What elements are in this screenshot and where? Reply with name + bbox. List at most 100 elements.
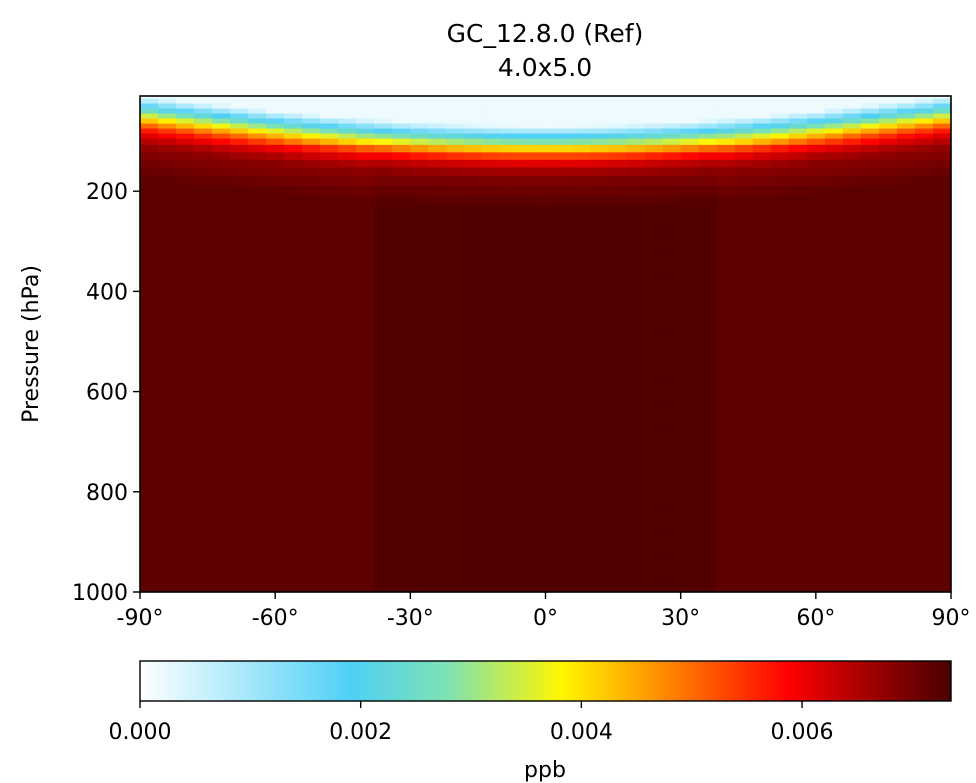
heatmap-cell [356, 167, 375, 177]
heatmap-cell [374, 176, 393, 187]
heatmap-cell [140, 176, 159, 187]
heatmap-cell [266, 98, 285, 105]
heatmap-cell [248, 379, 267, 405]
heatmap-cell [752, 354, 772, 380]
heatmap-cell [536, 278, 556, 305]
heatmap-cell [446, 186, 465, 197]
heatmap-cell [320, 429, 339, 455]
heatmap-cell [482, 236, 502, 255]
heatmap-cell [806, 159, 826, 168]
heatmap-cell [356, 152, 375, 161]
heatmap-cell [770, 429, 790, 455]
heatmap-cell [806, 303, 826, 330]
heatmap-cell [536, 479, 556, 505]
heatmap-cell [626, 216, 646, 227]
heatmap-cell [392, 186, 411, 197]
heatmap-cell [176, 167, 195, 177]
heatmap-cell [230, 328, 249, 355]
heatmap-cell [284, 404, 303, 430]
y-axis-label: Pressure (hPa) [19, 265, 44, 423]
heatmap-cell [536, 128, 556, 135]
heatmap-cell [554, 379, 574, 405]
heatmap-cell [734, 103, 754, 110]
heatmap-cell [212, 176, 231, 187]
heatmap-cell [734, 579, 754, 592]
heatmap-cell [734, 354, 754, 380]
heatmap-cell [824, 152, 844, 161]
heatmap-cell [266, 554, 285, 581]
heatmap-cell [374, 579, 393, 592]
heatmap-cell [536, 529, 556, 556]
heatmap-cell [140, 554, 159, 581]
heatmap-cell [932, 138, 951, 146]
heatmap-cell [932, 113, 951, 120]
heatmap-cell [806, 98, 826, 105]
heatmap-cell [572, 554, 592, 581]
heatmap-cell [446, 236, 465, 255]
heatmap-cell [194, 404, 213, 430]
heatmap-cell [284, 144, 303, 153]
heatmap-cell [716, 253, 736, 280]
heatmap-cell [158, 216, 177, 227]
heatmap-cell [338, 504, 357, 530]
heatmap-cell [284, 236, 303, 255]
heatmap-cell [446, 108, 465, 115]
heatmap-cell [932, 152, 951, 161]
heatmap-cell [482, 176, 502, 187]
heatmap-cell [716, 206, 736, 217]
heatmap-cell [752, 186, 772, 197]
heatmap-cell [446, 96, 465, 100]
heatmap-cell [824, 479, 844, 505]
heatmap-cell [392, 138, 411, 146]
heatmap-cell [590, 108, 610, 115]
heatmap-cell [644, 98, 664, 105]
heatmap-cell [698, 103, 718, 110]
heatmap-cell [284, 176, 303, 187]
heatmap-cell [680, 206, 700, 217]
heatmap-cell [662, 103, 682, 110]
heatmap-cell [842, 529, 862, 556]
heatmap-cell [644, 152, 664, 161]
heatmap-cell [932, 236, 951, 255]
heatmap-cell [896, 96, 916, 100]
heatmap-cell [914, 504, 934, 530]
heatmap-cell [410, 328, 429, 355]
heatmap-cell [464, 554, 484, 581]
heatmap-cell [608, 579, 628, 592]
heatmap-cell [860, 123, 880, 130]
heatmap-cell [374, 429, 393, 455]
heatmap-cell [932, 529, 951, 556]
heatmap-cell [608, 159, 628, 168]
heatmap-cell [752, 379, 772, 405]
heatmap-cell [518, 454, 538, 480]
heatmap-cell [860, 118, 880, 125]
heatmap-cell [788, 128, 808, 135]
heatmap-cell [896, 128, 916, 135]
heatmap-cell [320, 113, 339, 120]
heatmap-cell [572, 118, 592, 125]
heatmap-cell [824, 206, 844, 217]
heatmap-cell [302, 354, 321, 380]
heatmap-cell [500, 159, 520, 168]
heatmap-cell [932, 144, 951, 153]
heatmap-cell [716, 186, 736, 197]
heatmap-cell [590, 529, 610, 556]
heatmap-cell [212, 404, 231, 430]
heatmap-cell [932, 278, 951, 305]
heatmap-cell [770, 196, 790, 207]
heatmap-cell [644, 167, 664, 177]
heatmap-cell [356, 303, 375, 330]
heatmap-cell [482, 123, 502, 130]
heatmap-cell [140, 138, 159, 146]
heatmap-cell [806, 429, 826, 455]
heatmap-cell [662, 429, 682, 455]
heatmap-cell [266, 328, 285, 355]
heatmap-cell [662, 216, 682, 227]
heatmap-cell [842, 186, 862, 197]
heatmap-cell [428, 278, 447, 305]
heatmap-cell [752, 118, 772, 125]
heatmap-cell [788, 454, 808, 480]
heatmap-cell [536, 579, 556, 592]
heatmap-cell [356, 529, 375, 556]
heatmap-cell [626, 404, 646, 430]
